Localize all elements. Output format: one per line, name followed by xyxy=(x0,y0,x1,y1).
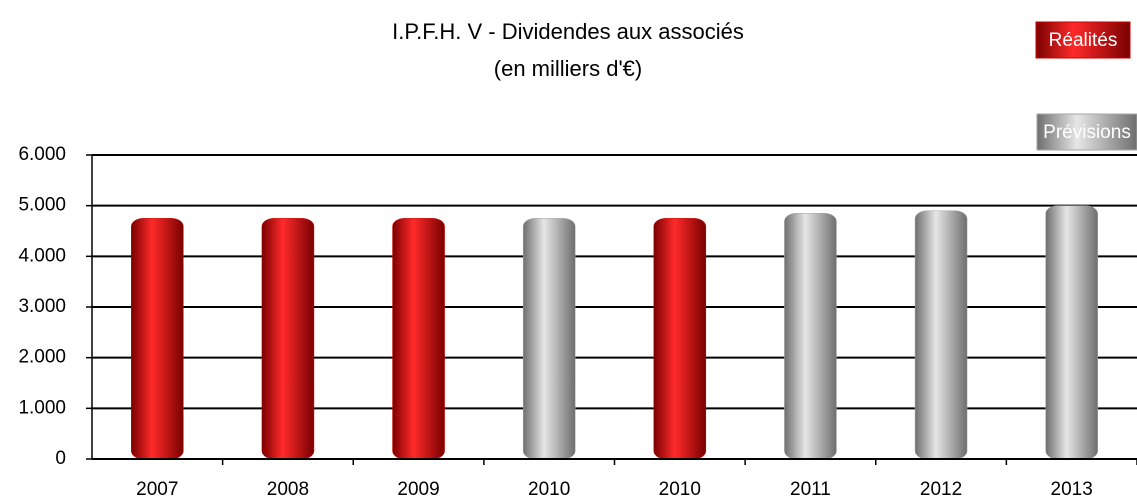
x-tick-label: 2009 xyxy=(397,479,439,500)
x-tick-label: 2007 xyxy=(136,479,178,500)
y-tick-label: 3.000 xyxy=(18,296,66,317)
bar xyxy=(131,218,184,460)
y-tick-label: 4.000 xyxy=(18,245,66,266)
legend-label: Réalités xyxy=(1049,30,1118,51)
chart-subtitle: (en milliers d'€) xyxy=(494,56,642,81)
x-tick-label: 2012 xyxy=(920,479,962,500)
x-tick-label: 2010 xyxy=(528,479,570,500)
x-tick-label: 2010 xyxy=(659,479,701,500)
bar xyxy=(653,218,707,460)
y-tick-label: 2.000 xyxy=(18,347,66,368)
y-tick-label: 0 xyxy=(55,448,66,469)
bar xyxy=(392,218,445,460)
y-tick-label: 6.000 xyxy=(18,144,66,165)
x-tick-label: 2013 xyxy=(1051,479,1093,500)
y-tick-label: 1.000 xyxy=(18,397,66,418)
y-tick-label: 5.000 xyxy=(18,195,66,216)
bar xyxy=(784,213,837,460)
chart-title: I.P.F.H. V - Dividendes aux associés xyxy=(392,19,744,44)
bar xyxy=(522,218,576,460)
legend-swatch xyxy=(1036,113,1137,151)
x-tick-label: 2011 xyxy=(790,479,831,500)
bar xyxy=(261,218,315,460)
bar xyxy=(914,210,968,460)
legend-label: Prévisions xyxy=(1043,122,1131,143)
bar xyxy=(1045,205,1098,460)
legend-swatch xyxy=(1035,21,1131,59)
x-tick-label: 2008 xyxy=(267,479,309,500)
